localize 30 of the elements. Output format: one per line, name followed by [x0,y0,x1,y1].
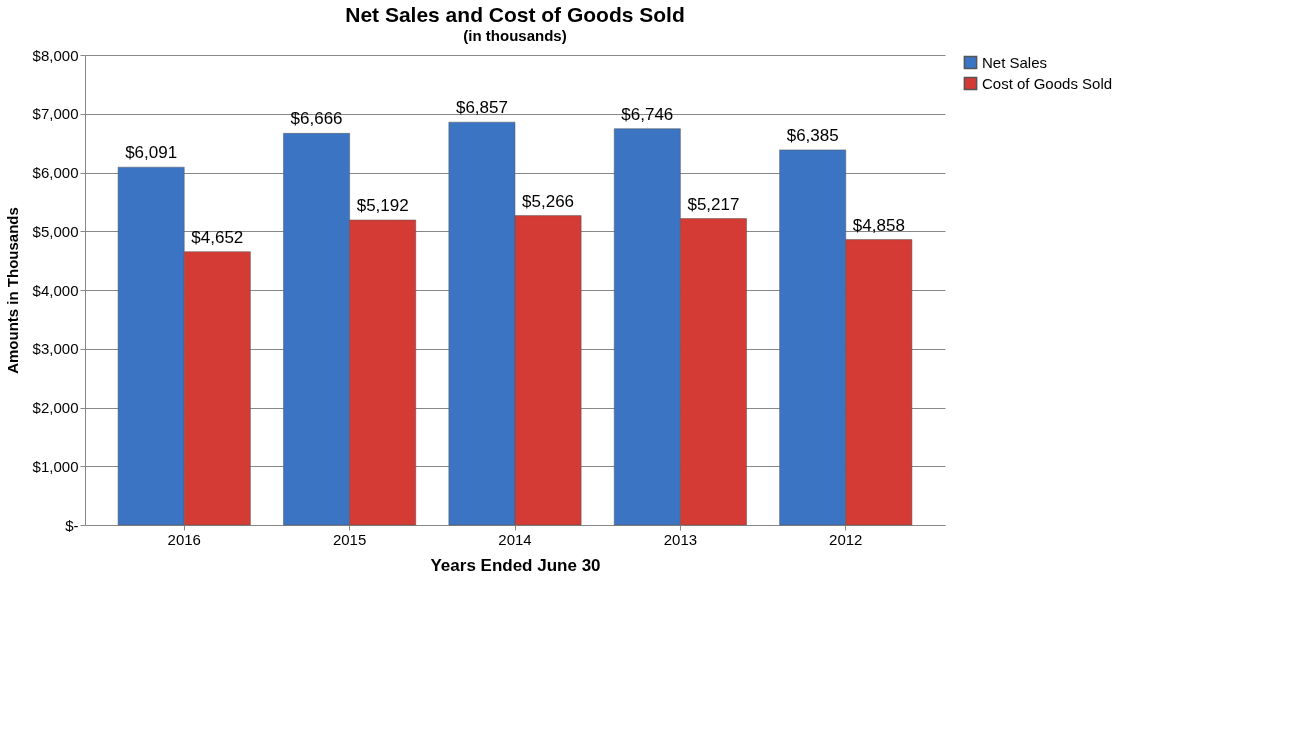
x-tick-label: 2016 [167,530,201,548]
y-tick-label: $5,000 [32,222,79,240]
y-axis-title: Amounts in Thousands [3,207,21,374]
data-label: $6,091 [125,143,178,163]
y-tick-label: $1,000 [32,457,79,475]
data-label: $6,857 [455,98,508,118]
y-tick-label: $8,000 [32,46,79,64]
chart-subtitle: (in thousands) [463,27,567,44]
data-label: $6,385 [786,125,839,145]
data-label: $5,192 [356,195,409,215]
legend-label: Cost of Goods Sold [982,74,1113,92]
x-axis-title: Years Ended June 30 [430,555,601,575]
data-label: $4,652 [191,227,244,247]
y-tick-label: $4,000 [32,281,79,299]
y-tick-label: $3,000 [32,340,79,358]
x-tick-label: 2015 [332,530,367,548]
chart-title: Net Sales and Cost of Goods Sold [345,3,685,26]
y-tick-label: $2,000 [32,399,79,416]
y-tick-label: $- [65,516,79,534]
data-label: $5,217 [687,194,740,214]
legend-label: Net Sales [982,53,1048,71]
x-tick-label: 2012 [829,530,863,548]
y-tick-label: $7,000 [32,105,79,123]
data-label: $6,666 [290,109,343,129]
data-label: $6,746 [621,104,674,124]
data-label: $5,266 [522,191,575,211]
y-tick-label: $6,000 [32,164,79,181]
x-tick-label: 2014 [498,530,532,548]
x-tick-label: 2013 [663,530,698,548]
data-label: $4,858 [852,215,905,235]
